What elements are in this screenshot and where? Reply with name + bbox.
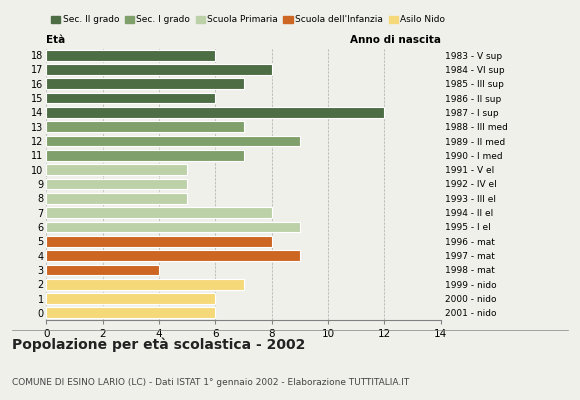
Bar (46, 279, 244, 290)
Bar (46, 222, 300, 232)
Text: Popolazione per età scolastica - 2002: Popolazione per età scolastica - 2002 (12, 338, 305, 352)
Bar (46, 264, 159, 275)
Text: Età: Età (46, 35, 66, 45)
Bar (46, 78, 244, 89)
Legend: Sec. II grado, Sec. I grado, Scuola Primaria, Scuola dell'Infanzia, Asilo Nido: Sec. II grado, Sec. I grado, Scuola Prim… (51, 16, 445, 24)
Bar (46, 207, 272, 218)
Bar (46, 93, 215, 104)
Bar (46, 179, 187, 189)
Bar (46, 136, 300, 146)
Bar (46, 193, 187, 204)
Text: Anno di nascita: Anno di nascita (350, 35, 441, 45)
Bar (46, 250, 300, 261)
Bar (46, 150, 244, 161)
Bar (46, 107, 385, 118)
Bar (46, 64, 272, 75)
Bar (46, 308, 215, 318)
Bar (46, 164, 187, 175)
Bar (46, 50, 215, 60)
Text: COMUNE DI ESINO LARIO (LC) - Dati ISTAT 1° gennaio 2002 - Elaborazione TUTTITALI: COMUNE DI ESINO LARIO (LC) - Dati ISTAT … (12, 378, 409, 387)
Bar (46, 293, 215, 304)
Bar (46, 236, 272, 247)
Bar (46, 121, 244, 132)
